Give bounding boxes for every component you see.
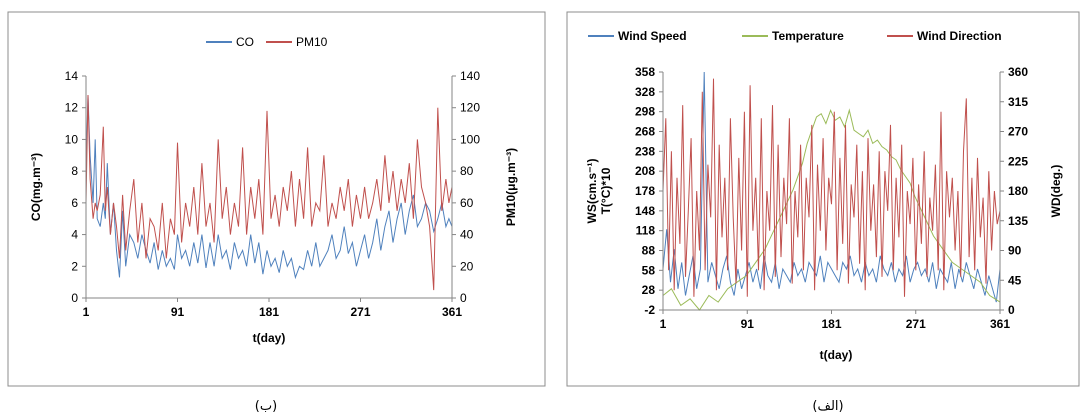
x-tick-label: 1 <box>660 317 667 331</box>
y2-tick-label: 135 <box>1008 214 1028 228</box>
legend-label-temperature: Temperature <box>772 29 844 43</box>
y2-ticks: 0 45 90 135 180 225 270 315 360 <box>1000 65 1028 317</box>
x-tick-label: 1 <box>83 305 90 319</box>
series-line-temperature <box>662 108 1001 311</box>
y2-tick-label: 40 <box>460 228 474 242</box>
y-tick-label: 208 <box>635 164 655 178</box>
y-tick-label: 0 <box>71 291 78 305</box>
y-tick-label: 358 <box>635 65 655 79</box>
chart-co-pm10: CO PM10 0 2 4 6 8 10 12 14 0 20 40 60 80 100 120 140 1… <box>7 11 546 387</box>
y-tick-label: 28 <box>642 283 656 297</box>
x-ticks: 1 91 181 271 361 <box>660 310 1010 331</box>
x-tick-label: 91 <box>741 317 755 331</box>
y2-tick-label: 60 <box>460 196 474 210</box>
series-line-pm10 <box>85 94 453 291</box>
legend-label-pm10: PM10 <box>296 35 328 49</box>
x-tick-label: 271 <box>906 317 926 331</box>
legend-label-co: CO <box>236 35 254 49</box>
y-tick-label: 268 <box>635 125 655 139</box>
y-tick-label: 148 <box>635 204 655 218</box>
y2-ticks: 0 20 40 60 80 100 120 140 <box>452 69 480 305</box>
plot-area <box>662 71 1001 311</box>
x-axis-label: t(day) <box>820 348 853 362</box>
y2-tick-label: 225 <box>1008 154 1028 168</box>
y-tick-label: 118 <box>636 224 656 238</box>
y2-tick-label: 120 <box>460 101 480 115</box>
series-line-co <box>85 94 453 280</box>
y2-tick-label: 0 <box>460 291 467 305</box>
x-tick-label: 181 <box>259 305 279 319</box>
y-ticks: -2 28 58 88 118 148 178 208 238 268 298 328 358 <box>635 65 663 317</box>
y-ticks: 0 2 4 6 8 10 12 14 <box>65 69 86 305</box>
y-tick-label: 88 <box>642 244 656 258</box>
y-tick-label: 298 <box>635 105 655 119</box>
y2-axis-label: PM10(μg.m⁻³) <box>504 148 518 226</box>
y-axis-label-line1: WS(cm.s⁻¹) <box>585 158 599 223</box>
x-tick-label: 181 <box>821 317 841 331</box>
y-tick-label: 8 <box>71 164 78 178</box>
y-tick-label: 14 <box>65 69 79 83</box>
x-tick-label: 361 <box>442 305 462 319</box>
y2-tick-label: 90 <box>1008 244 1022 258</box>
y-tick-label: 2 <box>71 259 78 273</box>
chart-border <box>7 11 546 387</box>
legend: Wind Speed Temperature Wind Direction <box>588 29 1002 43</box>
caption-left: (ب) <box>255 399 277 414</box>
x-tick-label: 271 <box>350 305 370 319</box>
y-axis-label: CO(mg.m⁻³) <box>29 153 43 221</box>
y2-tick-label: 0 <box>1008 303 1015 317</box>
y2-tick-label: 180 <box>1008 184 1028 198</box>
x-axis-label: t(day) <box>253 331 286 345</box>
y-tick-label: -2 <box>644 303 655 317</box>
legend-label-wind-direction: Wind Direction <box>917 29 1002 43</box>
y-tick-label: 6 <box>71 196 78 210</box>
y-tick-label: 58 <box>642 263 656 277</box>
y2-tick-label: 80 <box>460 164 474 178</box>
y-axis-label-line2: T(°C)*10 <box>599 167 613 214</box>
caption-right: (الف) <box>812 399 843 414</box>
y-tick-label: 178 <box>635 184 655 198</box>
y2-tick-label: 100 <box>460 132 480 146</box>
y-tick-label: 10 <box>65 132 79 146</box>
y2-tick-label: 360 <box>1008 65 1028 79</box>
legend-label-wind-speed: Wind Speed <box>618 29 687 43</box>
y2-tick-label: 20 <box>460 259 474 273</box>
legend: CO PM10 <box>206 35 328 49</box>
y-tick-label: 328 <box>635 85 655 99</box>
plot-area <box>85 94 453 291</box>
x-tick-label: 361 <box>990 317 1010 331</box>
y-tick-label: 238 <box>635 144 655 158</box>
series-line-wind-direction <box>662 78 1001 297</box>
chart-wind-temperature: Wind Speed Temperature Wind Direction -2… <box>566 11 1080 387</box>
y2-tick-label: 140 <box>460 69 480 83</box>
y2-tick-label: 270 <box>1008 125 1028 139</box>
y2-axis-label: WD(deg.) <box>1049 165 1063 218</box>
y-tick-label: 12 <box>65 101 79 115</box>
x-ticks: 1 91 181 271 361 <box>83 298 462 319</box>
x-tick-label: 91 <box>171 305 185 319</box>
y2-tick-label: 315 <box>1008 95 1028 109</box>
y-tick-label: 4 <box>71 228 78 242</box>
y2-tick-label: 45 <box>1008 273 1022 287</box>
